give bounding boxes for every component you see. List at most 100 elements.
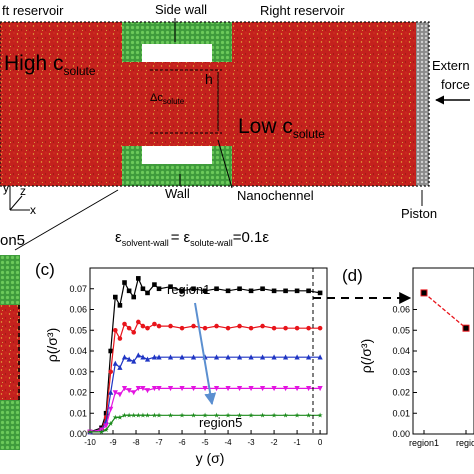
x-tick-label: -8 [132, 438, 140, 447]
data-point [151, 354, 158, 360]
data-point [259, 386, 266, 392]
data-point [202, 412, 208, 418]
data-point [136, 319, 141, 325]
series-1 [87, 276, 323, 435]
data-point [117, 364, 123, 370]
side-wall-top [122, 22, 232, 62]
data-point [260, 286, 265, 292]
data-point [283, 288, 288, 294]
data-point [236, 412, 243, 418]
y-tick-label: 0.00 [69, 429, 87, 439]
data-point [317, 290, 323, 296]
chart-c-ylabel: ρ(/σ³) [44, 328, 60, 362]
data-point [179, 325, 185, 331]
data-point [317, 325, 323, 331]
data-point [225, 325, 231, 331]
x-tick-label: -10 [84, 438, 96, 447]
data-point [145, 325, 150, 331]
axis-x-label: x [30, 203, 36, 217]
data-point [248, 386, 254, 392]
side-wall-label: Side wall [155, 2, 207, 17]
data-point [271, 288, 277, 294]
delta-c-label: Δcsolute [150, 92, 185, 106]
series-line [423, 292, 467, 329]
data-point [121, 412, 128, 418]
data-point [237, 323, 242, 329]
data-point [117, 336, 123, 341]
y-tick-label: 0.02 [69, 388, 87, 398]
x-tick-label: -2 [271, 438, 279, 447]
x-tick-label: -6 [178, 438, 186, 447]
external-force-line2: force [441, 77, 470, 92]
data-point [87, 429, 93, 435]
data-point [144, 388, 151, 394]
y-tick-label: 0.01 [392, 408, 410, 418]
panel-d-label: (d) [342, 266, 363, 285]
data-point [190, 354, 197, 360]
series-3 [87, 352, 323, 435]
data-point [294, 386, 300, 392]
data-point [140, 286, 146, 292]
data-point [214, 323, 219, 329]
data-point [225, 412, 231, 418]
data-point [190, 412, 197, 418]
trend-arrow [194, 302, 217, 406]
data-point [305, 412, 312, 418]
y-tick-label: 0.02 [392, 388, 410, 398]
chart-d: (d) ρ(/σ³) 0.000.010.020.030.040.050.06 … [342, 266, 474, 448]
chart-c-xlabel: y (σ) [196, 450, 225, 466]
x-tick-label: -1 [294, 438, 302, 447]
y-tick-label: 0.03 [392, 367, 410, 377]
data-point [283, 325, 288, 331]
left-reservoir [0, 22, 122, 186]
x-tick-label: -4 [224, 438, 232, 447]
y-tick-label: 0.04 [392, 346, 410, 356]
data-point [271, 325, 277, 331]
data-point [294, 412, 300, 418]
nanochannel-pointer [217, 139, 233, 189]
data-point [190, 386, 197, 392]
series-4 [87, 386, 323, 435]
data-point [117, 392, 123, 398]
data-point [112, 414, 118, 420]
data-point [168, 284, 173, 289]
x-tick-label: -3 [248, 438, 256, 447]
data-point [112, 360, 118, 366]
x-tick-label: region1 [409, 438, 439, 448]
data-point [151, 412, 158, 418]
epsilon-equation: εsolvent-wall = εsolute-wall=0.1ε [115, 229, 269, 248]
annotation-region5: region5 [199, 415, 242, 430]
axis-y-label: y [3, 181, 9, 195]
data-point [140, 354, 146, 360]
data-point [145, 290, 150, 296]
panel-c-label: (c) [35, 260, 55, 279]
series-5 [87, 412, 323, 435]
data-point [294, 325, 300, 331]
y-tick-label: 0.01 [69, 408, 87, 418]
x-tick-label: -9 [109, 438, 117, 447]
data-point [213, 412, 220, 418]
data-point [131, 294, 137, 300]
data-point [108, 406, 114, 412]
data-point [140, 323, 146, 329]
data-point [167, 412, 174, 418]
annotation-region1: region1 [167, 282, 210, 297]
data-point [151, 386, 158, 392]
data-point [156, 323, 162, 329]
data-point [225, 288, 231, 294]
nanochannel-fluid [122, 62, 230, 146]
data-point [191, 323, 196, 329]
data-point [135, 352, 141, 358]
data-point [108, 369, 114, 375]
x-tick-label: regio [456, 438, 474, 448]
data-point [202, 386, 208, 392]
data-point [140, 412, 146, 418]
data-point [202, 288, 208, 294]
data-point [259, 354, 266, 360]
data-point [122, 280, 127, 285]
data-point [317, 386, 323, 392]
simulation-schematic: ft reservoir Side wall Right reservoir H… [0, 2, 470, 251]
data-point [282, 386, 289, 392]
data-point [131, 412, 137, 418]
y-tick-label: 0.04 [69, 346, 87, 356]
